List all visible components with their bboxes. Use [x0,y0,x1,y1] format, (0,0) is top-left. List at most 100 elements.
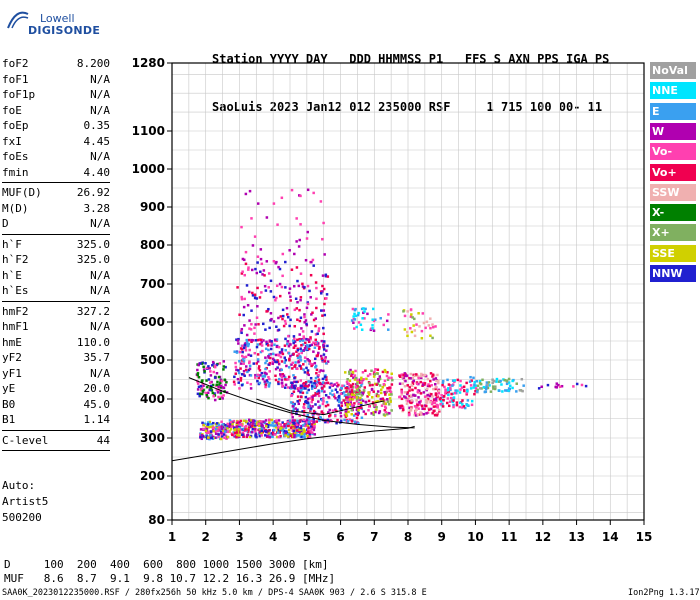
echo-point [273,343,276,346]
echo-point [474,387,478,390]
echo-point [408,386,412,389]
echo-point [312,409,316,413]
echo-point [264,356,267,359]
echo-point [420,336,424,340]
trace-line [171,425,415,462]
echo-point [312,341,315,344]
echo-point [299,272,303,275]
echo-point [264,289,268,292]
echo-point [370,395,374,399]
echo-point [224,365,227,369]
echo-point [211,360,215,364]
param-label: fmin [2,165,29,179]
echo-point [265,216,269,219]
param-row: B1 1.14 [2,412,110,428]
echo-point [353,420,357,424]
echo-point [258,369,262,372]
param-value: 1.14 [83,413,111,426]
echo-point [358,381,362,384]
echo-point [280,360,284,363]
echo-point [292,422,295,425]
echo-point [288,357,291,361]
echo-point [449,387,452,390]
echo-point [299,367,303,370]
logo-arc-icon [7,11,29,29]
echo-point [306,385,309,388]
echo-point [351,403,354,407]
echo-point [435,399,438,403]
echo-point [315,390,319,394]
echo-point [277,353,280,357]
echo-point [412,393,415,397]
echo-point [451,400,455,404]
echo-point [332,395,336,398]
echo-point [321,387,324,390]
echo-point [314,365,317,369]
echo-point [406,392,409,396]
x-tick-label: 7 [370,530,378,544]
echo-point [335,409,338,413]
echo-point [447,393,450,397]
echo-point [495,377,499,381]
echo-point [269,279,273,283]
echo-point [466,399,470,402]
echo-point [298,337,301,341]
logo-lowell-text: Lowell [40,12,75,25]
echo-point [248,348,251,352]
echo-point [253,427,257,431]
echo-point [229,420,233,424]
echo-point [280,348,284,351]
echo-point [422,413,426,416]
echo-point [306,369,310,372]
echo-point [424,326,427,330]
echo-point [263,380,267,383]
echo-point [217,395,220,399]
echo-point [207,436,210,439]
echo-point [317,391,321,395]
echo-point [296,347,299,351]
echo-point [199,435,202,439]
echo-point [429,379,432,383]
echo-point [262,420,265,423]
echo-point [222,386,226,390]
echo-point [245,435,249,439]
echo-point [221,423,224,427]
echo-point [260,344,264,347]
echo-point [310,364,313,368]
echo-point [414,386,417,390]
echo-point [251,244,255,247]
echo-point [463,389,466,393]
echo-point [444,390,447,394]
echo-point [240,383,244,387]
echo-point [434,387,437,391]
echo-point [420,329,424,333]
x-axis-ticks: 1 2 3 4 5 6 7 8 9 10 11 12 13 14 15 [168,520,652,544]
echo-point [297,386,300,390]
echo-point [203,370,206,373]
echo-point [434,405,438,408]
echo-point [452,403,455,407]
param-row: fmin 4.40 [2,165,110,181]
echo-point [470,403,474,407]
echo-point [458,391,462,394]
echo-point [348,418,352,421]
echo-point [308,397,311,400]
echo-point [201,390,205,393]
y-tick-label: 1100 [132,124,165,138]
echo-point [289,299,292,302]
echo-point [406,391,410,394]
echo-point [472,386,475,389]
echo-point [276,360,280,364]
echo-point [269,356,272,360]
echo-point [255,345,259,349]
echo-point [315,368,319,372]
echo-point [216,429,219,432]
legend-item-w: W [650,122,696,140]
echo-point [239,329,243,333]
echo-point [259,420,263,423]
echo-point [200,388,203,392]
param-row: fxI 4.45 [2,134,110,150]
echo-point [346,378,349,381]
echo-point [364,307,367,311]
echo-point [389,390,393,394]
